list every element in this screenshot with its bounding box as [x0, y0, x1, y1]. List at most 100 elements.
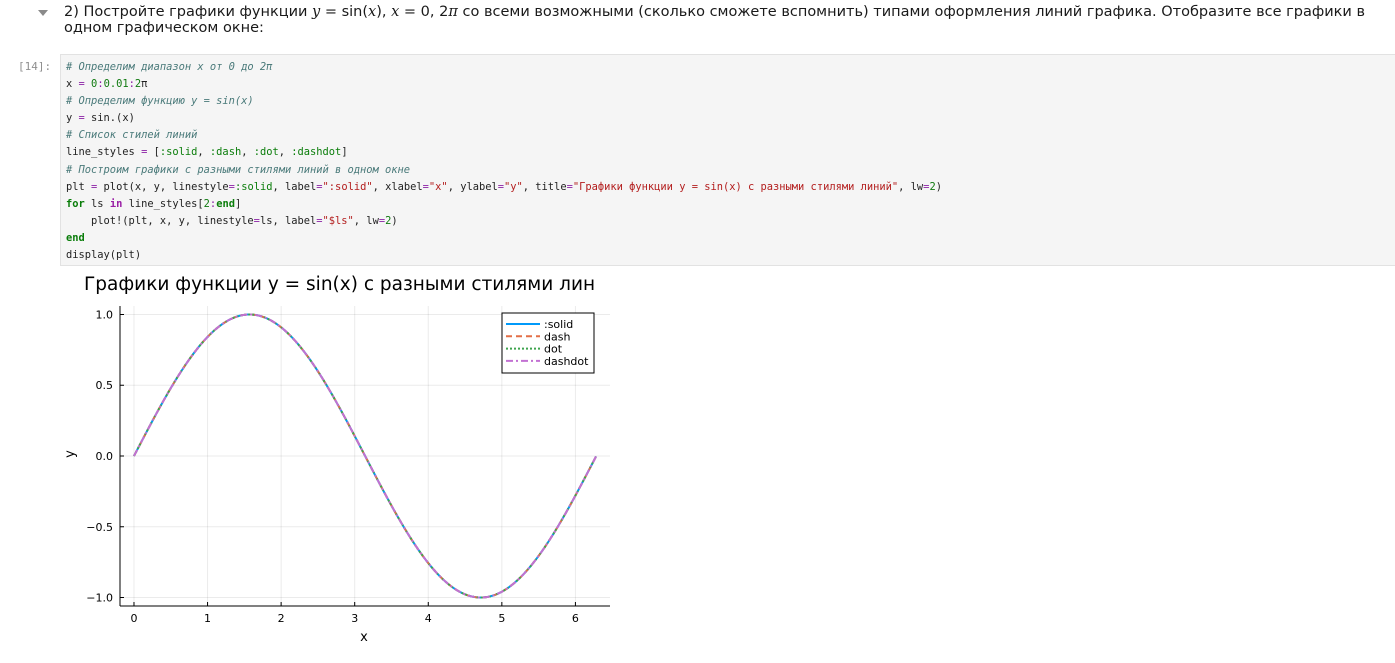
code-token: ) — [935, 180, 942, 193]
legend-label: dash — [544, 330, 570, 343]
code-token: y — [66, 112, 79, 125]
x-tick-label: 4 — [425, 612, 432, 625]
code-token: = — [228, 180, 235, 193]
code-line: x = 0:0.01:2π — [66, 76, 942, 93]
code-token: sin.(x) — [84, 112, 135, 125]
code-token: display(plt) — [66, 249, 142, 262]
ticks: 0 1 2 3 4 5 6 1.0 0.5 0.0 −0.5 −1.0 — [86, 308, 579, 625]
x-tick-label: 0 — [130, 612, 137, 625]
code-token: ":solid" — [322, 180, 373, 193]
code-cell[interactable]: # Определим диапазон x от 0 до 2π x = 0:0… — [60, 54, 1395, 266]
task-text: 2) Постройте графики функции y = sin(x),… — [64, 4, 1384, 36]
code-token: line_styles[ — [122, 197, 204, 210]
code-token: , xlabel — [372, 180, 423, 193]
math-xvar: x — [391, 4, 400, 20]
code-token: : — [209, 197, 217, 210]
code-token: # Определим диапазон x от 0 до 2π — [66, 61, 273, 73]
code-token: = — [141, 146, 148, 159]
code-token: , — [197, 146, 210, 159]
code-token: = — [316, 180, 323, 193]
code-token: end — [66, 231, 85, 244]
y-tick-label: 1.0 — [96, 308, 114, 321]
code-token: = — [78, 78, 85, 91]
code-token: ] — [341, 146, 348, 159]
x-tick-label: 5 — [498, 612, 505, 625]
series-line-dashdot — [133, 313, 597, 599]
code-token: "y" — [504, 180, 523, 193]
code-token: 2 — [929, 180, 936, 193]
code-token: = — [378, 214, 386, 227]
code-token: π — [141, 78, 148, 91]
code-token: = — [91, 180, 98, 193]
code-token: # Определим функцию y = sin(x) — [66, 95, 254, 108]
markdown-cell: 2) Постройте графики функции y = sin(x),… — [0, 0, 1395, 52]
code-token: , — [278, 146, 292, 159]
x-tick-label: 2 — [278, 612, 285, 625]
code-token: :dash — [209, 146, 242, 159]
code-token: , label — [272, 180, 317, 193]
collapse-toggle-icon[interactable] — [38, 10, 48, 16]
code-token: end — [216, 197, 235, 210]
code-token: "x" — [428, 180, 448, 193]
x-tick-label: 3 — [351, 612, 358, 625]
y-tick-label: 0.0 — [96, 450, 114, 463]
code-editor[interactable]: # Определим диапазон x от 0 до 2π x = 0:0… — [66, 59, 942, 264]
code-token: 0.01 — [103, 78, 129, 91]
math-x: x — [368, 4, 377, 20]
code-token: ) — [391, 214, 398, 227]
code-token: = — [923, 180, 930, 193]
code-token: : — [128, 78, 135, 91]
x-axis-label: x — [360, 630, 368, 645]
code-line: for ls in line_styles[2:end] — [66, 196, 942, 213]
code-line: # Определим функцию y = sin(x) — [66, 93, 942, 110]
cell-prompt: [14]: — [18, 60, 52, 73]
code-line: # Определим диапазон x от 0 до 2π — [66, 59, 942, 76]
code-token: 2 — [134, 78, 142, 91]
code-token: ] — [234, 197, 242, 210]
task-prefix: 2) Постройте графики функции — [64, 4, 313, 20]
code-token: 0 — [91, 78, 98, 91]
plot: 0 1 2 3 4 5 61.00.50.0−0.5−1.0 :soliddashdotda… — [63, 274, 610, 645]
task-suffix: со всеми возможными (сколько сможете всп… — [64, 4, 1366, 36]
code-token: 2 — [385, 214, 392, 227]
code-token: plot(x, y, linestyle — [97, 180, 229, 193]
chart-title: Графики функции y = sin(x) с разными сти… — [84, 274, 595, 295]
code-token: plt — [66, 180, 92, 193]
code-token: line_styles — [66, 146, 142, 159]
y-tick-label: −1.0 — [86, 592, 113, 605]
code-token: :dashdot — [291, 146, 342, 159]
code-token: = — [253, 214, 260, 227]
code-line: y = sin.(x) — [66, 110, 942, 127]
code-line: # Список стилей линий — [66, 127, 942, 144]
code-token: "Графики функции y = sin(x) с разными ст… — [572, 180, 899, 193]
y-tick-label: −0.5 — [86, 521, 113, 534]
code-line: end — [66, 230, 942, 247]
code-token: = — [566, 180, 573, 193]
code-token: , title — [522, 180, 567, 193]
series-lines — [133, 313, 597, 599]
code-token: = — [497, 180, 504, 193]
y-tick-label: 0.5 — [96, 379, 114, 392]
code-token: :solid — [159, 146, 198, 159]
code-token: # Построим графики с разными стилями лин… — [66, 163, 411, 176]
code-line: plt = plot(x, y, linestyle=:solid, label… — [66, 179, 942, 196]
math-eq: = sin( — [320, 4, 369, 20]
code-token: 2 — [203, 197, 210, 210]
code-token: , — [241, 146, 254, 159]
code-token: = — [78, 112, 85, 125]
code-token: :dot — [253, 146, 279, 159]
code-token: = — [422, 180, 429, 193]
code-token: , ylabel — [447, 180, 498, 193]
math-y: y — [312, 4, 321, 20]
code-token: :solid — [234, 180, 273, 193]
math-range: = 0, 2 — [399, 4, 449, 20]
code-token: [ — [147, 146, 160, 159]
math-pi: π — [448, 4, 458, 20]
code-line: # Построим графики с разными стилями лин… — [66, 162, 942, 179]
code-line: plot!(plt, x, y, linestyle=ls, label="$l… — [66, 213, 942, 230]
code-token: "$ls" — [322, 214, 354, 227]
cell-output: 0 1 2 3 4 5 6 1.0 0.5 0.0 −0.5 −1.0 :solid dash dot da… — [60, 268, 620, 663]
code-token: = — [316, 214, 323, 227]
y-axis-label: y — [63, 450, 78, 458]
